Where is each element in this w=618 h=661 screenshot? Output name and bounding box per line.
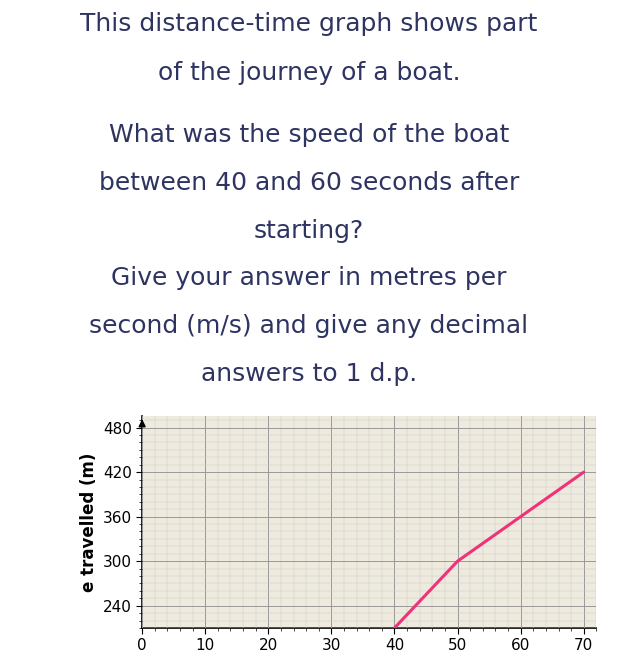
Text: starting?: starting? — [254, 219, 364, 243]
Text: second (m/s) and give any decimal: second (m/s) and give any decimal — [90, 315, 528, 338]
Text: Give your answer in metres per: Give your answer in metres per — [111, 266, 507, 290]
Text: of the journey of a boat.: of the journey of a boat. — [158, 61, 460, 85]
Text: This distance-time graph shows part: This distance-time graph shows part — [80, 11, 538, 36]
Text: between 40 and 60 seconds after: between 40 and 60 seconds after — [99, 171, 519, 194]
Text: What was the speed of the boat: What was the speed of the boat — [109, 123, 509, 147]
Text: answers to 1 d.p.: answers to 1 d.p. — [201, 362, 417, 386]
Y-axis label: e travelled (m): e travelled (m) — [80, 453, 98, 592]
